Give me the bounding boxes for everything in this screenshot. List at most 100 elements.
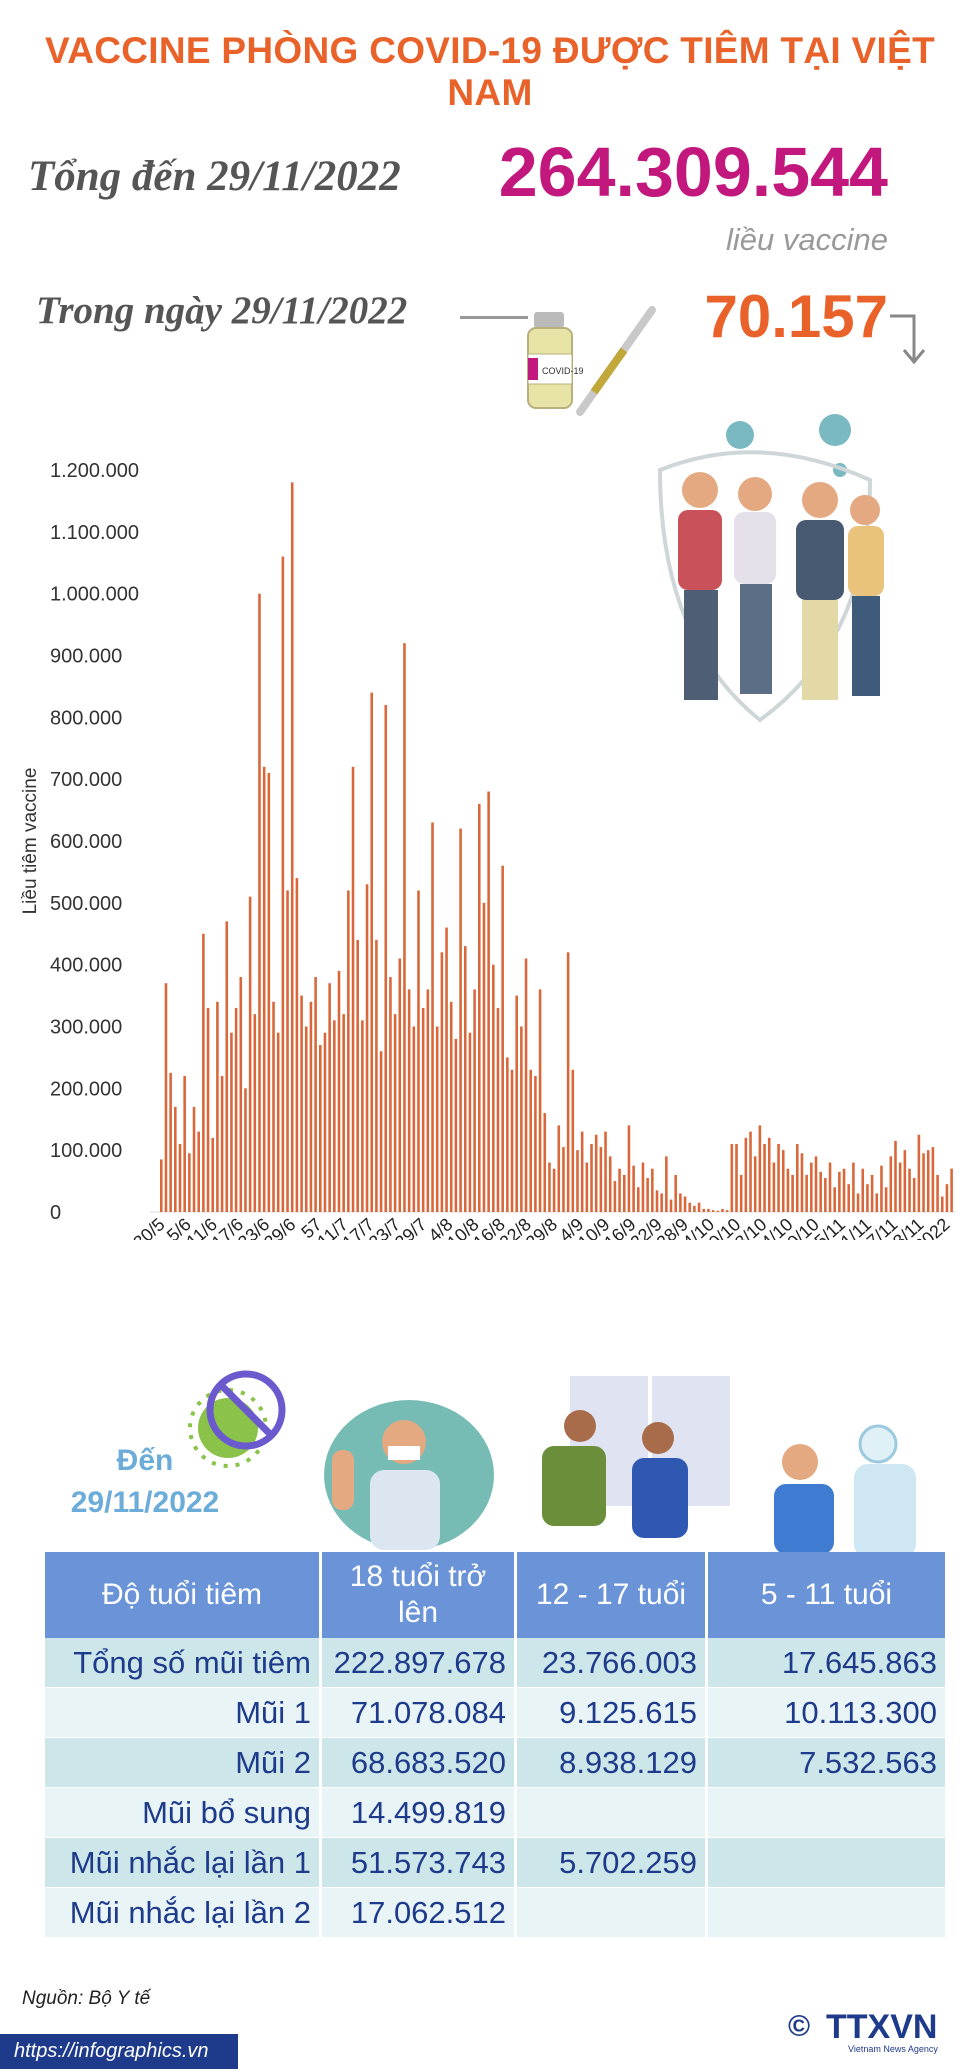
column-header: 12 - 17 tuổi bbox=[517, 1552, 705, 1638]
chart-bar bbox=[688, 1202, 692, 1212]
chart-bar bbox=[304, 1026, 308, 1212]
chart-bar bbox=[314, 977, 317, 1212]
svg-text:COVID-19: COVID-19 bbox=[542, 366, 584, 376]
table-cell: 17.062.512 bbox=[322, 1888, 514, 1938]
chart-bar bbox=[777, 1143, 780, 1212]
site-url-link[interactable]: https://infographics.vn bbox=[0, 2034, 238, 2069]
chart-bar bbox=[501, 865, 504, 1212]
chart-bar bbox=[599, 1147, 603, 1212]
chart-bar bbox=[417, 890, 420, 1212]
chart-bar bbox=[393, 1014, 397, 1212]
logo-subtext: Vietnam News Agency bbox=[848, 2044, 938, 2054]
chart-bar bbox=[202, 933, 205, 1212]
chart-bar bbox=[576, 1150, 579, 1212]
table-cell bbox=[517, 1788, 705, 1838]
chart-bar bbox=[290, 482, 294, 1212]
chart-bar bbox=[674, 1174, 677, 1212]
chart-bar bbox=[253, 1014, 257, 1212]
copyright-icon: © bbox=[788, 2010, 811, 2043]
table-cell: 9.125.615 bbox=[517, 1688, 705, 1738]
chart-bar bbox=[660, 1193, 663, 1212]
chart-bar bbox=[454, 1038, 458, 1212]
chart-bar bbox=[164, 983, 168, 1212]
table-cell bbox=[708, 1838, 945, 1888]
y-tick-label: 1.000.000 bbox=[50, 584, 139, 606]
y-axis-label: Liều tiêm vaccine bbox=[20, 768, 41, 915]
column-header: Độ tuổi tiêm bbox=[45, 1552, 319, 1638]
chart-bar bbox=[435, 1026, 439, 1212]
chart-bar bbox=[272, 1001, 275, 1212]
youth-vaccination-illustration bbox=[542, 1376, 730, 1538]
table-row: Mũi nhắc lại lần 1 51.573.743 5.702.259 bbox=[45, 1838, 945, 1888]
table-row: Mũi 1 71.078.084 9.125.615 10.113.300 bbox=[45, 1688, 945, 1738]
total-label: Tổng đến 29/11/2022 bbox=[28, 153, 401, 200]
chart-bar bbox=[375, 939, 378, 1212]
chart-bar bbox=[468, 1032, 472, 1212]
chart-bar bbox=[300, 995, 303, 1212]
y-tick-label: 0 bbox=[50, 1202, 61, 1224]
chart-bar bbox=[188, 1153, 191, 1212]
chart-bar bbox=[230, 1032, 233, 1212]
family-illustration bbox=[657, 414, 884, 723]
ttxvn-logo: TTXVN Vietnam News Agency bbox=[826, 2008, 938, 2054]
chart-bar bbox=[520, 1026, 523, 1212]
virus-icon bbox=[188, 1370, 286, 1468]
y-tick-label: 600.000 bbox=[50, 831, 122, 853]
chart-bar bbox=[333, 1020, 336, 1212]
chart-bar bbox=[543, 1113, 547, 1212]
chart-bar bbox=[206, 1007, 210, 1212]
chart-bar bbox=[772, 1162, 776, 1212]
chart-bar bbox=[234, 1007, 238, 1212]
chart-bar bbox=[239, 977, 243, 1212]
chart-bar bbox=[571, 1069, 575, 1212]
chart-bar bbox=[926, 1150, 930, 1212]
chart-bar bbox=[431, 822, 434, 1212]
chart-bar bbox=[449, 1001, 453, 1212]
chart-bar bbox=[220, 1075, 224, 1212]
table-cell: 5.702.259 bbox=[517, 1838, 705, 1888]
table-row: Mũi bổ sung 14.499.819 bbox=[45, 1788, 945, 1838]
chart-bar bbox=[693, 1205, 696, 1212]
chart-bar bbox=[594, 1134, 598, 1212]
chart-bar bbox=[753, 1156, 757, 1212]
table-cell bbox=[517, 1888, 705, 1938]
chart-bar bbox=[281, 556, 285, 1212]
chart-bar bbox=[781, 1150, 785, 1212]
y-tick-label: 700.000 bbox=[50, 769, 122, 791]
chart-bar bbox=[403, 643, 406, 1212]
table-row: Mũi nhắc lại lần 2 17.062.512 bbox=[45, 1888, 945, 1938]
table-cell: 14.499.819 bbox=[322, 1788, 514, 1838]
chart-bar bbox=[478, 803, 481, 1212]
chart-bar bbox=[763, 1143, 766, 1212]
chart-bar bbox=[866, 1184, 869, 1212]
chart-bar bbox=[618, 1168, 621, 1212]
vaccine-vial-icon: COVID-19 bbox=[527, 306, 656, 416]
chart-bar bbox=[702, 1208, 706, 1212]
chart-bar bbox=[838, 1171, 841, 1212]
stats-table: Độ tuổi tiêm 18 tuổi trở lên 12 - 17 tuổ… bbox=[42, 1552, 948, 1938]
table-cell bbox=[708, 1888, 945, 1938]
day-value: 70.157 bbox=[704, 283, 888, 350]
table-cell: 7.532.563 bbox=[708, 1738, 945, 1788]
chart-bar bbox=[445, 927, 448, 1212]
chart-bar bbox=[440, 952, 444, 1212]
y-tick-label: 400.000 bbox=[50, 955, 122, 977]
chart-bar bbox=[810, 1162, 813, 1212]
chart-bar bbox=[665, 1156, 668, 1212]
reach-date-value: 29/11/2022 bbox=[70, 1486, 220, 1519]
chart-bar bbox=[496, 1007, 500, 1212]
row-label: Mũi 2 bbox=[45, 1738, 319, 1788]
chart-bar bbox=[819, 1171, 822, 1212]
y-tick-label: 1.200.000 bbox=[50, 460, 139, 482]
chart-bar bbox=[538, 989, 542, 1212]
chart-bar bbox=[637, 1187, 640, 1212]
chart-bar bbox=[323, 1032, 327, 1212]
chart-bar bbox=[707, 1208, 710, 1212]
chart-bar bbox=[870, 1174, 874, 1212]
chart-bar bbox=[716, 1210, 720, 1212]
chart-bar bbox=[796, 1143, 799, 1212]
chart-bar bbox=[613, 1181, 617, 1212]
chart-bar bbox=[697, 1202, 701, 1212]
chart-bar bbox=[361, 1020, 364, 1212]
chart-bar bbox=[566, 952, 570, 1212]
